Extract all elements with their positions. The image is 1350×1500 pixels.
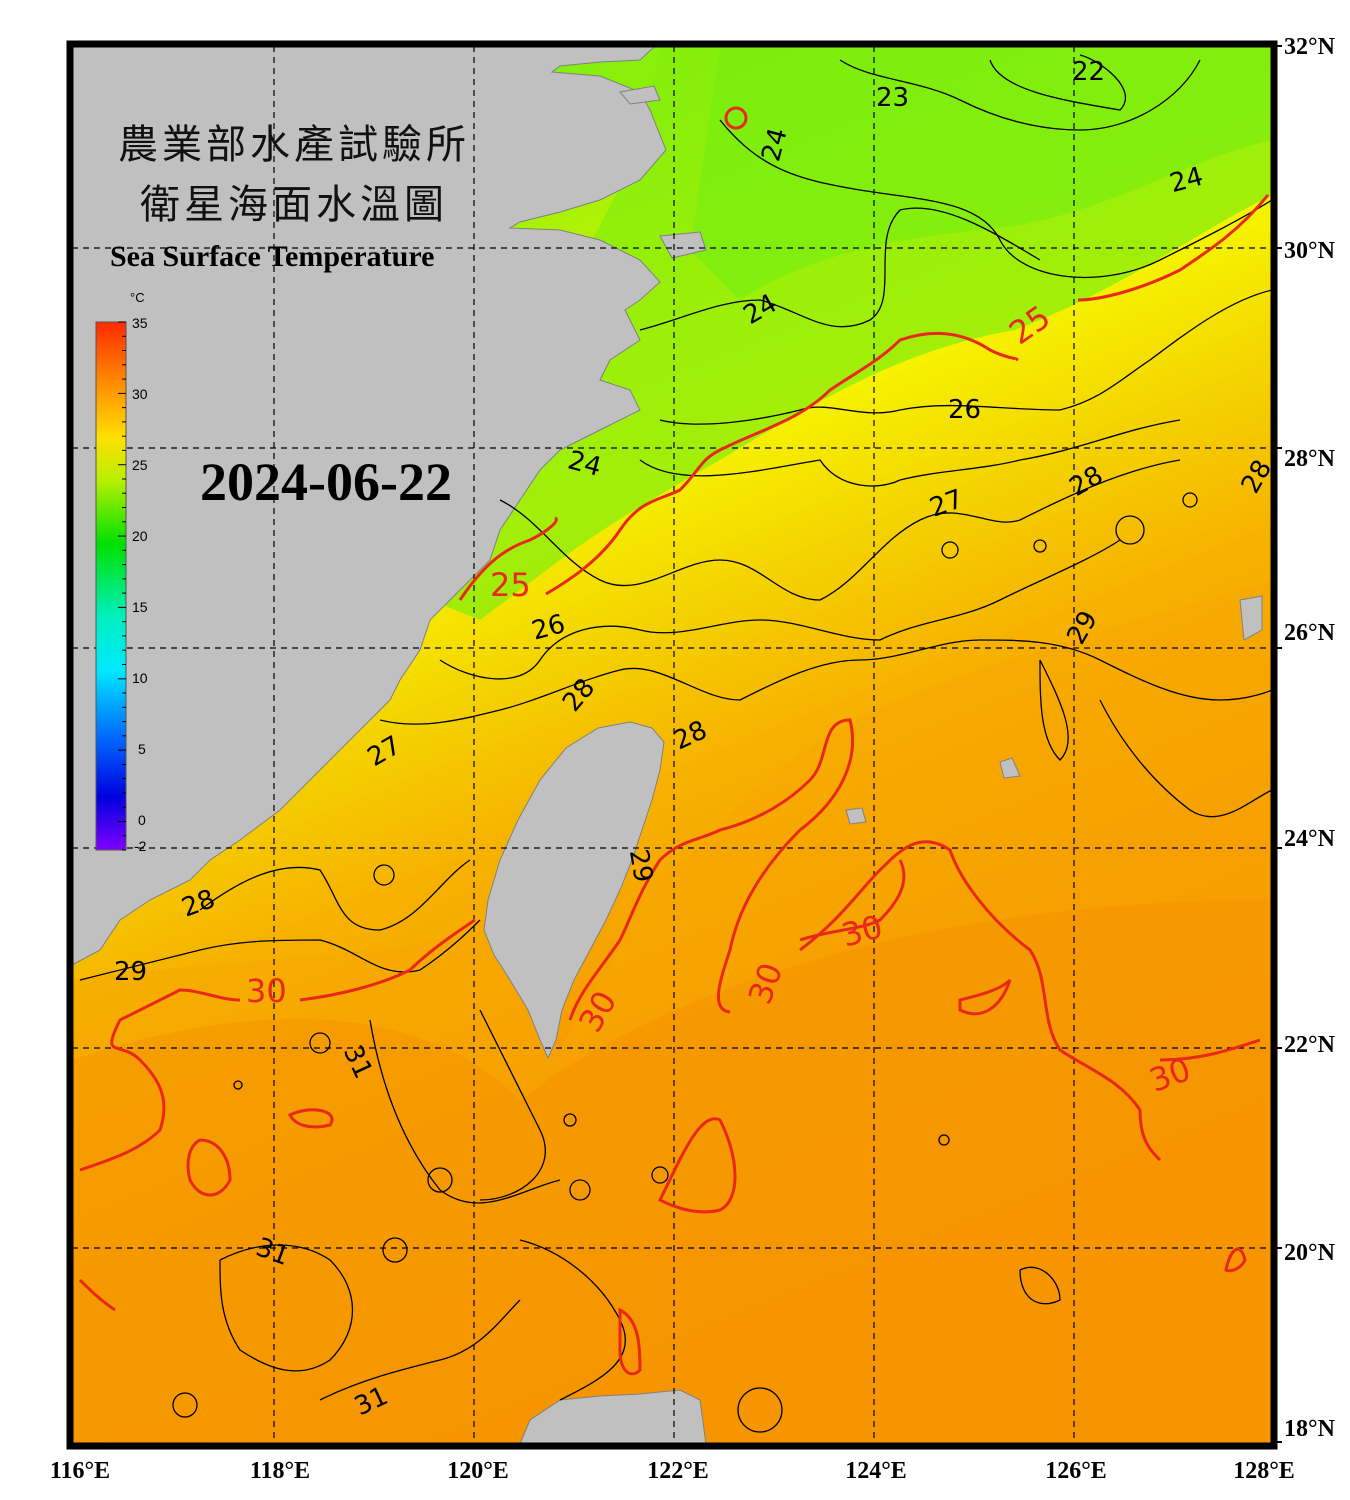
lat-label: 32°N — [1284, 34, 1336, 60]
luzon-island — [519, 1389, 707, 1444]
lat-label: 22°N — [1284, 1032, 1336, 1058]
colorbar-unit: °C — [130, 290, 145, 305]
colorbar-tick: 5 — [138, 741, 146, 757]
taiwan-island — [483, 721, 665, 1060]
lat-label: 24°N — [1284, 826, 1336, 852]
lon-label: 124°E — [845, 1458, 907, 1484]
lat-label: 18°N — [1284, 1416, 1336, 1442]
colorbar-tick: 10 — [132, 670, 148, 686]
lon-label: 118°E — [250, 1458, 310, 1484]
colorbar-tick: 25 — [132, 457, 148, 473]
contour-label: 23 — [876, 83, 909, 113]
colorbar-tick: -2 — [134, 838, 147, 854]
colorbar-tick: 20 — [132, 528, 148, 544]
map-frame — [66, 40, 1278, 1450]
title-line-1: 農業部水產試驗所 — [118, 122, 470, 168]
isotherms-major — [78, 106, 1270, 1376]
isotherms-minor — [79, 54, 1272, 1433]
lat-label: 26°N — [1284, 620, 1336, 646]
contour-label: 25 — [490, 566, 531, 604]
title-english: Sea Surface Temperature — [110, 240, 434, 273]
contour-label: 29 — [114, 957, 147, 987]
land-masses — [72, 46, 1263, 1444]
lon-label: 122°E — [647, 1458, 709, 1484]
ryukyu-island-3 — [845, 807, 867, 825]
lat-label: 30°N — [1284, 238, 1336, 264]
lat-ticks — [1274, 45, 1282, 1443]
lon-label: 128°E — [1233, 1458, 1295, 1484]
lon-label: 120°E — [447, 1458, 509, 1484]
lon-label: 116°E — [50, 1458, 110, 1484]
colorbar-scale — [95, 321, 127, 851]
island-small-2 — [619, 85, 661, 105]
colorbar-tick: 30 — [132, 386, 148, 402]
title-line-2: 衛星海面水溫圖 — [140, 182, 448, 228]
colorbar-tick: 15 — [132, 599, 148, 615]
ryukyu-island-1 — [1239, 595, 1263, 641]
contour-label: 22 — [1072, 57, 1105, 87]
colorbar: °C 35 30 25 20 15 10 5 0 -2 — [95, 290, 148, 854]
lon-labels: 116°E 118°E 120°E 122°E 124°E 126°E 128°… — [50, 1458, 1295, 1484]
contour-label: 30 — [246, 972, 287, 1010]
lat-label: 20°N — [1284, 1240, 1336, 1266]
contour-label: 29 — [623, 847, 658, 885]
china-mainland — [72, 46, 667, 966]
contour-label: 26 — [948, 395, 981, 425]
colorbar-minor-ticks — [118, 321, 126, 851]
sea-surface-field — [72, 46, 1272, 1444]
island-small-1 — [659, 231, 707, 259]
ryukyu-island-2 — [999, 757, 1021, 779]
lat-labels: 32°N 30°N 28°N 26°N 24°N 22°N 20°N 18°N — [1284, 34, 1336, 1442]
lat-label: 28°N — [1284, 446, 1336, 472]
colorbar-tick: 35 — [132, 315, 148, 331]
lon-label: 126°E — [1045, 1458, 1107, 1484]
date-label: 2024-06-22 — [200, 452, 452, 512]
graticule — [72, 46, 1272, 1444]
colorbar-tick: 0 — [138, 812, 146, 828]
title-block: 農業部水產試驗所 衛星海面水溫圖 Sea Surface Temperature — [110, 122, 470, 273]
